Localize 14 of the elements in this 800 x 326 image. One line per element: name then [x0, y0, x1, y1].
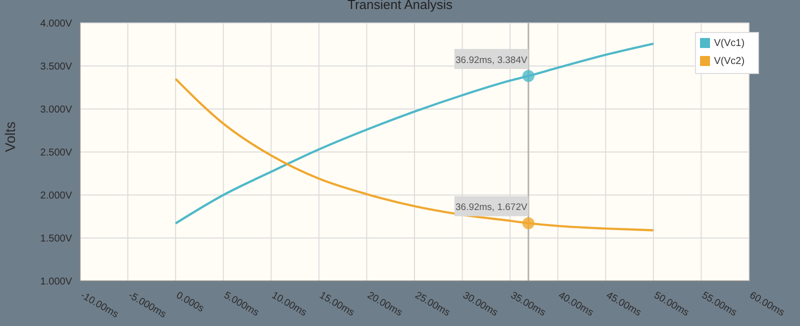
y-tick-label: 1.500V	[40, 234, 72, 245]
line-series	[174, 42, 655, 224]
y-tick-label: 2.000V	[40, 190, 72, 202]
legend-label: V(Vc1)	[714, 38, 745, 49]
annotation: 36.92ms, 3.384V	[456, 54, 528, 66]
y-tick-label: 3.500V	[40, 62, 72, 73]
y-axis-title: Volts	[2, 122, 18, 152]
annotation: 36.92ms, 1.672V	[456, 202, 528, 214]
y-tick-label: 2.500V	[40, 148, 72, 159]
y-tick-label: 1.000V	[40, 276, 72, 288]
y-tick-label: 4.000V	[40, 18, 72, 30]
y-tick-label: 3.000V	[40, 104, 72, 116]
line-series	[174, 78, 655, 232]
legend-label: V(Vc2)	[714, 56, 745, 67]
